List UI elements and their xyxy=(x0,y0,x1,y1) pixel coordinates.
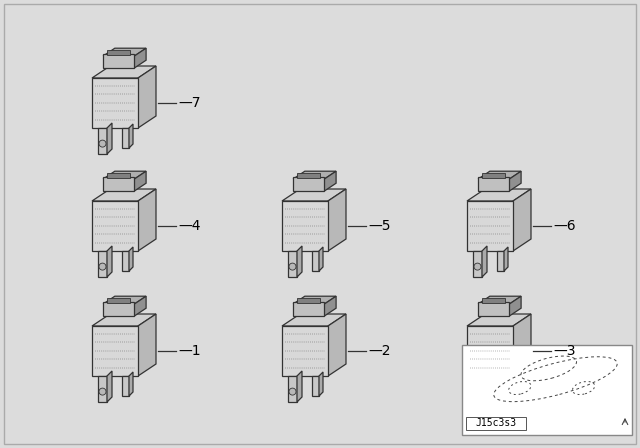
Polygon shape xyxy=(92,66,156,78)
Bar xyxy=(122,376,129,396)
Bar xyxy=(103,302,134,316)
Bar xyxy=(462,345,632,435)
Polygon shape xyxy=(103,171,146,179)
Polygon shape xyxy=(103,296,146,304)
Polygon shape xyxy=(293,171,336,179)
Circle shape xyxy=(289,263,296,270)
Polygon shape xyxy=(107,298,130,303)
Bar xyxy=(473,376,482,402)
Bar xyxy=(288,251,297,277)
Bar xyxy=(293,302,324,316)
Circle shape xyxy=(474,263,481,270)
Polygon shape xyxy=(107,246,112,277)
Text: —4: —4 xyxy=(178,219,200,233)
Polygon shape xyxy=(297,173,319,178)
Bar xyxy=(497,251,504,271)
Polygon shape xyxy=(92,189,156,201)
Bar xyxy=(122,128,129,148)
Polygon shape xyxy=(134,296,146,316)
Bar xyxy=(288,376,297,402)
Polygon shape xyxy=(482,246,487,277)
Polygon shape xyxy=(467,189,531,201)
Polygon shape xyxy=(107,123,112,154)
Bar xyxy=(98,128,107,154)
Polygon shape xyxy=(324,171,336,191)
Circle shape xyxy=(99,388,106,395)
Polygon shape xyxy=(134,48,146,68)
Polygon shape xyxy=(129,247,133,271)
Polygon shape xyxy=(478,171,521,179)
Text: —5: —5 xyxy=(368,219,390,233)
Bar xyxy=(473,251,482,277)
Polygon shape xyxy=(509,296,521,316)
Circle shape xyxy=(99,263,106,270)
Polygon shape xyxy=(103,48,146,56)
Text: J15c3s3: J15c3s3 xyxy=(476,418,516,428)
Polygon shape xyxy=(129,124,133,148)
Circle shape xyxy=(474,388,481,395)
Polygon shape xyxy=(138,314,156,376)
Bar xyxy=(497,376,504,396)
Polygon shape xyxy=(129,372,133,396)
Polygon shape xyxy=(328,189,346,251)
Polygon shape xyxy=(297,371,302,402)
Bar xyxy=(122,251,129,271)
Polygon shape xyxy=(138,189,156,251)
Polygon shape xyxy=(134,171,146,191)
Bar xyxy=(92,326,138,376)
Bar xyxy=(282,326,328,376)
Bar xyxy=(293,177,324,191)
Bar xyxy=(103,54,134,68)
Polygon shape xyxy=(319,372,323,396)
Circle shape xyxy=(99,140,106,147)
Polygon shape xyxy=(324,296,336,316)
Bar xyxy=(92,201,138,251)
Polygon shape xyxy=(482,371,487,402)
Text: —2: —2 xyxy=(368,344,390,358)
Polygon shape xyxy=(282,314,346,326)
Text: —1: —1 xyxy=(178,344,200,358)
Bar xyxy=(466,417,526,430)
Polygon shape xyxy=(107,173,130,178)
Bar xyxy=(92,78,138,128)
Text: —3: —3 xyxy=(553,344,575,358)
Bar xyxy=(98,376,107,402)
Bar xyxy=(312,376,319,396)
Polygon shape xyxy=(92,314,156,326)
Polygon shape xyxy=(138,66,156,128)
Polygon shape xyxy=(504,372,508,396)
Polygon shape xyxy=(513,189,531,251)
Bar xyxy=(478,302,509,316)
Polygon shape xyxy=(509,171,521,191)
Polygon shape xyxy=(513,314,531,376)
Polygon shape xyxy=(467,314,531,326)
Polygon shape xyxy=(319,247,323,271)
Polygon shape xyxy=(107,50,130,55)
Polygon shape xyxy=(478,296,521,304)
Bar xyxy=(103,177,134,191)
Circle shape xyxy=(289,388,296,395)
Polygon shape xyxy=(107,371,112,402)
Polygon shape xyxy=(504,247,508,271)
Polygon shape xyxy=(482,298,504,303)
Text: —6: —6 xyxy=(553,219,575,233)
Polygon shape xyxy=(282,189,346,201)
Polygon shape xyxy=(482,173,504,178)
Bar xyxy=(467,201,513,251)
Bar xyxy=(98,251,107,277)
Bar xyxy=(312,251,319,271)
Text: —7: —7 xyxy=(178,96,200,110)
Polygon shape xyxy=(297,298,319,303)
Bar xyxy=(478,177,509,191)
Polygon shape xyxy=(328,314,346,376)
Bar xyxy=(467,326,513,376)
Polygon shape xyxy=(293,296,336,304)
Polygon shape xyxy=(297,246,302,277)
Bar xyxy=(282,201,328,251)
